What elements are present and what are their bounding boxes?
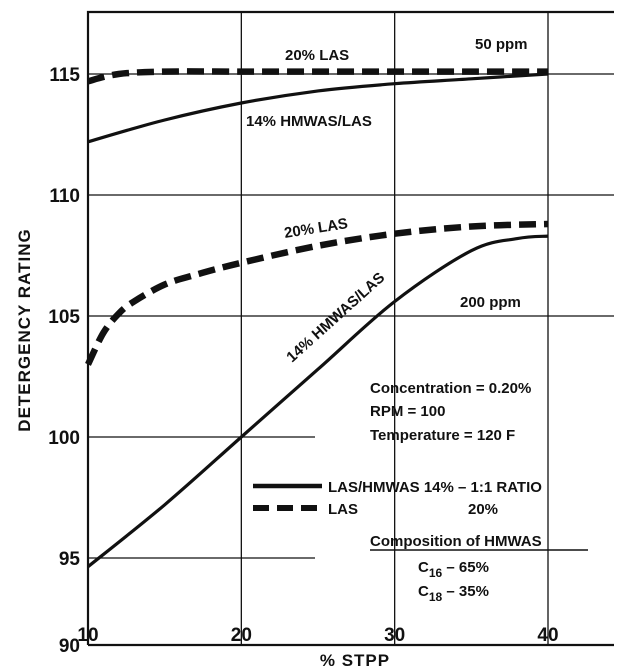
- series-line-200ppm-hmwas: [86, 234, 549, 568]
- x-tick-10: 10: [77, 625, 98, 646]
- composition-row-c18: C18 – 35%: [418, 583, 489, 604]
- y-tick-105: 105: [48, 307, 80, 328]
- plot-frame: [86, 10, 614, 645]
- y-tick-90: 90: [59, 636, 80, 657]
- legend-label-dashed-value: 20%: [468, 501, 498, 518]
- x-tick-labels: 10 20 30 40: [77, 625, 558, 646]
- series-line-50ppm-hmwas: [87, 72, 549, 144]
- series-label-50ppm-las: 20% LAS: [285, 47, 349, 64]
- concentration-note: Concentration = 0.20%: [370, 380, 531, 397]
- legend-label-solid: LAS/HMWAS 14% – 1:1 RATIO: [328, 479, 542, 496]
- series-label-200ppm-las: 20% LAS: [283, 215, 349, 242]
- legend-label-dashed: LAS: [328, 501, 358, 518]
- y-axis-title: DETERGENCY RATING: [15, 228, 34, 431]
- annotation-50ppm: 50 ppm: [475, 36, 528, 53]
- x-tick-30: 30: [384, 625, 405, 646]
- y-tick-110: 110: [49, 186, 80, 207]
- temperature-note: Temperature = 120 F: [370, 427, 515, 444]
- y-tick-95: 95: [59, 549, 81, 570]
- y-tick-100: 100: [48, 428, 80, 449]
- y-tick-115: 115: [49, 65, 80, 86]
- annotation-200ppm: 200 ppm: [460, 294, 521, 311]
- composition-block: Composition of HMWAS C16 – 65% C18 – 35%: [370, 533, 588, 604]
- legend: LAS/HMWAS 14% – 1:1 RATIO LAS 20%: [253, 479, 542, 518]
- composition-heading: Composition of HMWAS: [370, 533, 542, 550]
- series-label-50ppm-hmwas: 14% HMWAS/LAS: [246, 113, 372, 130]
- series-group: [85, 68, 549, 568]
- series-line-50ppm-las: [87, 68, 548, 85]
- y-tick-labels: 90 95 100 105 110 115: [48, 65, 80, 657]
- x-tick-20: 20: [231, 625, 252, 646]
- rpm-note: RPM = 100: [370, 403, 445, 420]
- x-tick-40: 40: [537, 625, 558, 646]
- composition-row-c16: C16 – 65%: [418, 559, 489, 580]
- x-axis-title: % STPP: [320, 651, 390, 670]
- series-line-200ppm-las: [85, 220, 549, 366]
